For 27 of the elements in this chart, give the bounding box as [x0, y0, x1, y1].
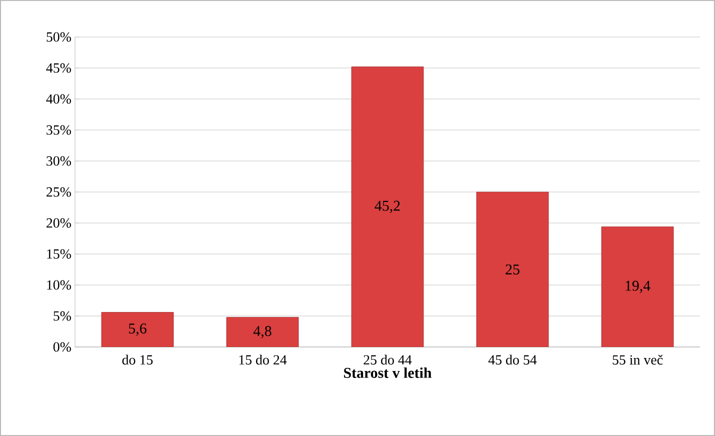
bar [226, 317, 299, 347]
bar [601, 226, 674, 347]
data-label: 5,6 [129, 324, 146, 336]
y-tick-label: 15% [47, 249, 72, 259]
x-axis-title: Starost v letih [344, 367, 432, 378]
data-label: 25 [506, 264, 520, 274]
data-label: 4,8 [253, 326, 272, 338]
y-tick-label: 40% [46, 94, 72, 104]
x-tick-label: 55 in več [612, 354, 663, 365]
y-tick-label: 25% [46, 187, 72, 197]
y-tick-label: 10% [47, 280, 72, 290]
y-tick-label: 45% [46, 63, 72, 73]
x-tick-label: 15 do 24 [239, 354, 287, 365]
data-label: 45,2 [374, 200, 400, 213]
y-tick-label: 30% [46, 156, 72, 166]
y-tick-label: 20% [46, 218, 72, 228]
data-label: 19,4 [626, 280, 650, 293]
bar [101, 312, 174, 347]
x-tick-label: 45 do 54 [488, 354, 537, 365]
y-tick-label: 50% [46, 32, 72, 42]
y-tick-label: 0% [53, 342, 72, 352]
y-tick-label: 5% [54, 311, 72, 321]
y-tick-label: 35% [46, 125, 72, 135]
x-tick-label: 25 do 44 [364, 354, 412, 365]
bar [476, 192, 549, 347]
bar [351, 66, 424, 347]
x-tick-label: do 15 [122, 354, 153, 365]
